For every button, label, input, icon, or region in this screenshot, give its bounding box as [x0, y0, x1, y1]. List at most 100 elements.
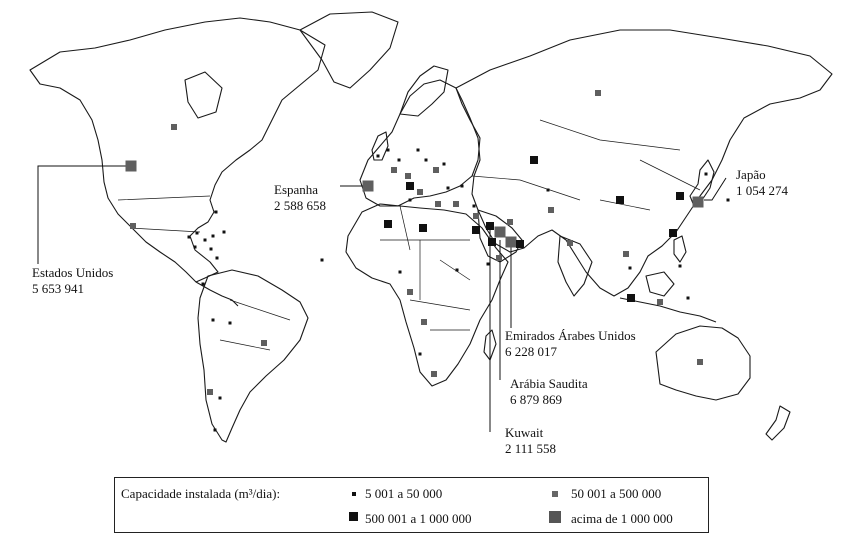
plant-marker-57 — [595, 90, 601, 96]
plant-marker-59 — [676, 192, 684, 200]
legend-item-large: 500 001 a 1 000 000 — [365, 511, 472, 526]
plant-markers — [125, 90, 730, 432]
spain-value: 2 588 658 — [274, 198, 326, 213]
plant-marker-53 — [530, 156, 538, 164]
spain-name: Espanha — [274, 182, 319, 197]
label-kuwait: Kuwait 2 111 558 — [505, 425, 556, 457]
philippines-outline — [673, 235, 687, 263]
plant-marker-7 — [187, 235, 191, 239]
plant-marker-60 — [692, 196, 704, 208]
plant-marker-15 — [211, 318, 215, 322]
plant-marker-54 — [546, 188, 550, 192]
plant-marker-25 — [405, 173, 411, 179]
uk-outline — [371, 131, 389, 161]
label-saudi: Arábia Saudita 6 879 869 — [510, 376, 588, 408]
plant-marker-40 — [431, 371, 437, 377]
plant-marker-6 — [213, 428, 217, 432]
legend-item-xlarge: acima de 1 000 000 — [571, 511, 673, 526]
kuwait-name: Kuwait — [505, 425, 544, 440]
kuwait-value: 2 111 558 — [505, 441, 557, 456]
plant-marker-29 — [442, 162, 446, 166]
usa-value: 5 653 941 — [32, 281, 84, 296]
plant-marker-44 — [472, 226, 480, 234]
legend-swatch-medium — [552, 491, 558, 497]
greenland-outline — [299, 11, 399, 89]
plant-marker-2 — [130, 223, 136, 229]
plant-marker-13 — [215, 256, 219, 260]
plant-marker-26 — [416, 148, 420, 152]
plant-marker-63 — [628, 266, 632, 270]
plant-marker-14 — [201, 282, 205, 286]
plant-marker-37 — [398, 270, 402, 274]
plant-marker-45 — [486, 222, 494, 230]
usa-leader — [37, 165, 130, 264]
plant-marker-12 — [209, 247, 213, 251]
plant-marker-73 — [472, 204, 476, 208]
north-america-outline — [29, 17, 326, 283]
plant-marker-10 — [211, 234, 215, 238]
plant-marker-34 — [384, 220, 392, 228]
plant-marker-24 — [391, 167, 397, 173]
plant-marker-50 — [516, 240, 524, 248]
europe-outline — [359, 79, 481, 207]
asia-outline — [455, 29, 833, 297]
plant-marker-46 — [488, 238, 496, 246]
plant-marker-51 — [496, 255, 502, 261]
saudi-name: Arábia Saudita — [510, 376, 588, 391]
plant-marker-36 — [408, 198, 412, 202]
plant-marker-21 — [376, 154, 380, 158]
plant-marker-49 — [505, 236, 517, 248]
plant-marker-20 — [362, 180, 374, 192]
legend-swatch-small — [352, 492, 356, 496]
plant-marker-35 — [419, 224, 427, 232]
plant-marker-64 — [627, 294, 635, 302]
plant-marker-41 — [418, 352, 422, 356]
plant-marker-8 — [195, 231, 199, 235]
plant-marker-48 — [507, 219, 513, 225]
plant-marker-19 — [222, 230, 226, 234]
plant-marker-55 — [548, 207, 554, 213]
plant-marker-65 — [657, 299, 663, 305]
central-america-outline — [195, 281, 239, 307]
borneo-outline — [645, 271, 675, 297]
new-zealand-outline — [765, 405, 791, 441]
plant-marker-17 — [320, 258, 324, 262]
plant-marker-47 — [494, 226, 506, 238]
plant-marker-52 — [486, 262, 490, 266]
madagascar-outline — [483, 329, 497, 361]
saudi-value: 6 879 869 — [510, 392, 562, 407]
legend-swatch-xlarge — [549, 511, 561, 523]
legend-swatch-large — [349, 512, 358, 521]
coastlines — [29, 11, 833, 443]
usa-name: Estados Unidos — [32, 265, 114, 280]
plant-marker-5 — [218, 396, 222, 400]
arabia-outline — [477, 209, 523, 263]
south-america-outline — [197, 269, 309, 443]
plant-marker-30 — [406, 182, 414, 190]
legend-title: Capacidade instalada (m³/dia): — [121, 486, 281, 501]
plant-marker-32 — [435, 201, 441, 207]
plant-marker-67 — [686, 296, 690, 300]
plant-marker-69 — [726, 198, 730, 202]
plant-marker-31 — [417, 189, 423, 195]
plant-marker-43 — [473, 213, 479, 219]
indonesia-outline — [619, 297, 717, 323]
japan-name: Japão — [736, 167, 766, 182]
japan-leader — [704, 177, 727, 201]
plant-marker-0 — [125, 160, 137, 172]
country-borders — [117, 119, 701, 351]
plant-marker-71 — [446, 186, 450, 190]
plant-marker-33 — [453, 201, 459, 207]
plant-marker-18 — [214, 210, 218, 214]
hudson-bay-outline — [184, 71, 223, 119]
australia-outline — [655, 325, 751, 401]
plant-marker-39 — [421, 319, 427, 325]
plant-marker-16 — [228, 321, 232, 325]
legend-item-small: 5 001 a 50 000 — [365, 486, 443, 501]
label-uae: Emirados Árabes Unidos 6 228 017 — [505, 328, 636, 360]
plant-marker-58 — [616, 196, 624, 204]
plant-marker-56 — [567, 240, 573, 246]
plant-marker-70 — [704, 172, 708, 176]
leader-lines — [37, 165, 727, 432]
